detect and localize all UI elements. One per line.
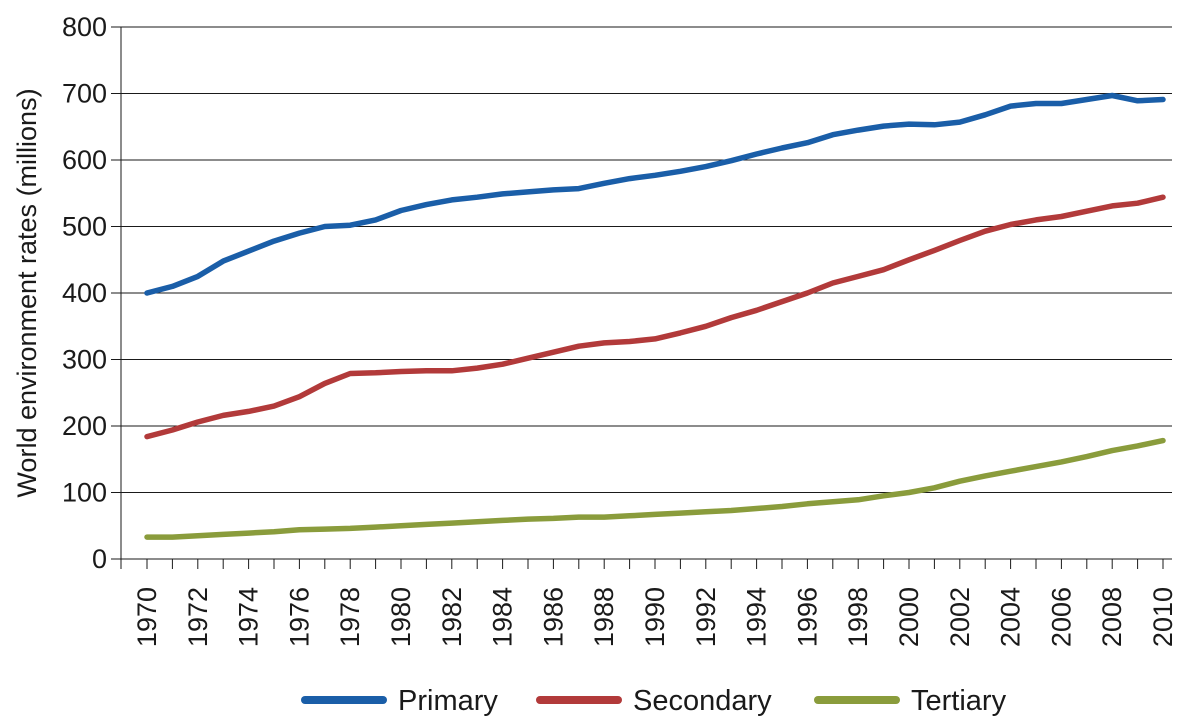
y-tick-label: 600 — [62, 145, 107, 175]
legend-item-secondary: Secondary — [536, 685, 772, 717]
legend-label: Primary — [398, 685, 498, 717]
x-tick-label: 1978 — [335, 587, 365, 647]
legend-item-primary: Primary — [301, 685, 498, 717]
series-line-primary — [144, 92, 1166, 296]
x-tick-label: 1988 — [589, 587, 619, 647]
x-tick-label: 1990 — [640, 587, 670, 647]
x-tick-label: 1998 — [843, 587, 873, 647]
x-tick-label: 1976 — [284, 587, 314, 647]
x-tick-label: 1994 — [742, 587, 772, 647]
x-axis-tick-labels: 1970 1972 1974 1976 1978 1980 1982 1984 1986 1988… — [132, 587, 1178, 647]
y-tick-label: 700 — [62, 79, 107, 109]
y-tick-label: 800 — [62, 12, 107, 42]
x-tick-label: 1972 — [183, 587, 213, 647]
series-line-tertiary — [144, 437, 1166, 540]
series-lines — [144, 92, 1166, 540]
x-tick-label: 1996 — [792, 587, 822, 647]
x-tick-label: 2002 — [945, 587, 975, 647]
y-tick-label: 200 — [62, 411, 107, 441]
legend-label: Secondary — [633, 685, 772, 717]
x-tick-label: 2010 — [1148, 587, 1178, 647]
y-tick-label: 100 — [62, 478, 107, 508]
x-tick-label: 2004 — [996, 587, 1026, 647]
x-tick-label: 1984 — [488, 587, 518, 647]
legend-item-tertiary: Tertiary — [814, 685, 1007, 717]
y-axis-label: World environment rates (millions) — [12, 88, 42, 497]
x-tick-label: 2006 — [1046, 587, 1076, 647]
axes — [111, 26, 1172, 569]
series-line-secondary — [144, 194, 1166, 440]
y-tick-label: 0 — [92, 544, 107, 574]
x-tick-label: 1992 — [691, 587, 721, 647]
legend-label: Tertiary — [911, 685, 1007, 717]
legend: Primary Secondary Tertiary — [301, 685, 1007, 717]
x-tick-label: 1970 — [132, 587, 162, 647]
y-axis-tick-labels: 0 100 200 300 400 500 600 700 800 — [62, 12, 107, 574]
x-tick-label: 1974 — [234, 587, 264, 647]
y-tick-label: 300 — [62, 345, 107, 375]
x-tick-label: 2008 — [1097, 587, 1127, 647]
x-tick-label: 1982 — [437, 587, 467, 647]
gridlines — [121, 26, 1172, 493]
x-tick-label: 1986 — [538, 587, 568, 647]
y-tick-label: 500 — [62, 212, 107, 242]
y-tick-label: 400 — [62, 278, 107, 308]
x-tick-label: 1980 — [386, 587, 416, 647]
x-tick-label: 2000 — [894, 587, 924, 647]
